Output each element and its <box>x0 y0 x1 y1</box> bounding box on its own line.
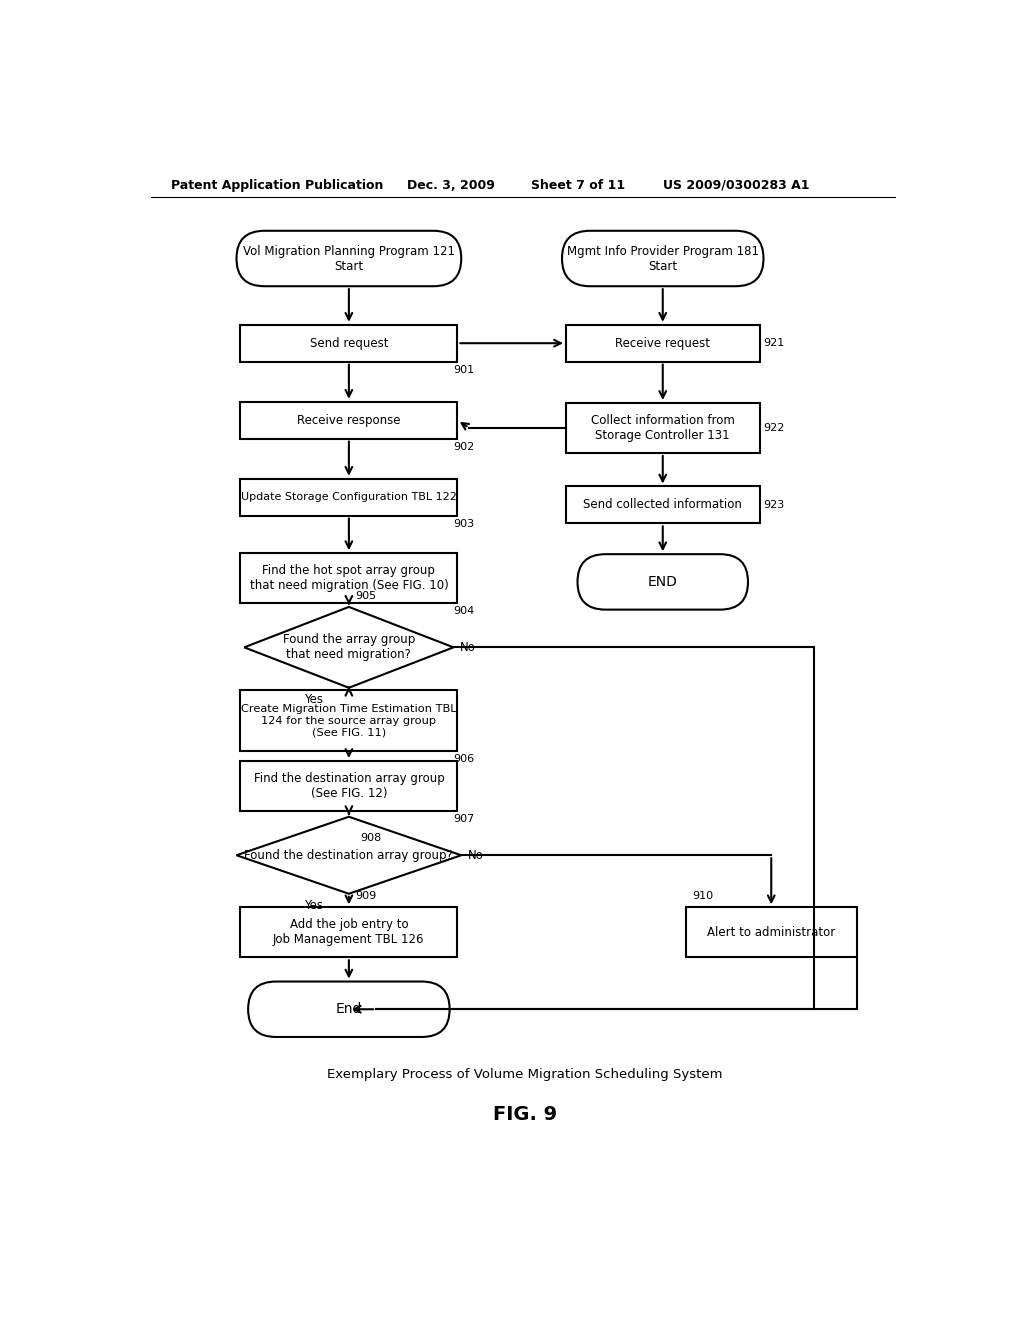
Bar <box>241 401 458 438</box>
Bar <box>241 553 458 603</box>
Text: 922: 922 <box>764 422 784 433</box>
Text: Yes: Yes <box>304 693 324 706</box>
Text: 909: 909 <box>355 891 377 902</box>
Text: Mgmt Info Provider Program 181
Start: Mgmt Info Provider Program 181 Start <box>566 244 759 272</box>
Text: Exemplary Process of Volume Migration Scheduling System: Exemplary Process of Volume Migration Sc… <box>327 1068 723 1081</box>
Text: Vol Migration Planning Program 121
Start: Vol Migration Planning Program 121 Start <box>243 244 455 272</box>
FancyBboxPatch shape <box>578 554 748 610</box>
Text: 921: 921 <box>764 338 784 348</box>
Polygon shape <box>237 817 461 894</box>
Text: FIG. 9: FIG. 9 <box>493 1105 557 1125</box>
Bar <box>241 690 458 751</box>
Text: Yes: Yes <box>304 899 324 912</box>
FancyBboxPatch shape <box>562 231 764 286</box>
Text: 903: 903 <box>454 519 475 529</box>
Text: Found the destination array group?: Found the destination array group? <box>245 849 454 862</box>
FancyBboxPatch shape <box>237 231 461 286</box>
Text: 908: 908 <box>360 833 382 842</box>
FancyBboxPatch shape <box>248 982 450 1038</box>
Text: 901: 901 <box>454 364 475 375</box>
Text: 902: 902 <box>454 442 475 451</box>
Bar <box>566 325 760 362</box>
Text: Collect information from
Storage Controller 131: Collect information from Storage Control… <box>591 414 734 442</box>
Text: No: No <box>467 849 483 862</box>
Text: Receive response: Receive response <box>297 413 400 426</box>
Text: Add the job entry to
Job Management TBL 126: Add the job entry to Job Management TBL … <box>273 919 425 946</box>
Text: END: END <box>648 576 678 589</box>
Text: 904: 904 <box>454 606 475 616</box>
Text: End: End <box>336 1002 362 1016</box>
Text: 907: 907 <box>454 814 475 824</box>
Text: Find the destination array group
(See FIG. 12): Find the destination array group (See FI… <box>254 772 444 800</box>
Text: Patent Application Publication: Patent Application Publication <box>171 178 383 191</box>
Text: Create Migration Time Estimation TBL
124 for the source array group
(See FIG. 11: Create Migration Time Estimation TBL 124… <box>241 704 457 737</box>
Text: 906: 906 <box>454 754 475 763</box>
Text: US 2009/0300283 A1: US 2009/0300283 A1 <box>663 178 809 191</box>
Text: Send collected information: Send collected information <box>584 499 742 511</box>
Bar <box>241 479 458 516</box>
Text: 905: 905 <box>355 591 376 601</box>
Text: 923: 923 <box>764 500 784 510</box>
Text: Update Storage Configuration TBL 122: Update Storage Configuration TBL 122 <box>241 492 457 502</box>
Text: Found the array group
that need migration?: Found the array group that need migratio… <box>283 634 415 661</box>
Bar <box>566 403 760 453</box>
Polygon shape <box>245 607 454 688</box>
Text: Receive request: Receive request <box>615 337 711 350</box>
Bar <box>241 907 458 957</box>
Text: No: No <box>460 640 475 653</box>
Bar <box>686 907 856 957</box>
Text: Find the hot spot array group
that need migration (See FIG. 10): Find the hot spot array group that need … <box>250 564 449 593</box>
Bar <box>241 760 458 810</box>
Bar <box>241 325 458 362</box>
Text: 910: 910 <box>692 891 714 902</box>
Text: Send request: Send request <box>309 337 388 350</box>
Text: Dec. 3, 2009: Dec. 3, 2009 <box>407 178 495 191</box>
Text: Alert to administrator: Alert to administrator <box>708 925 836 939</box>
Text: Sheet 7 of 11: Sheet 7 of 11 <box>531 178 625 191</box>
Bar <box>566 487 760 524</box>
